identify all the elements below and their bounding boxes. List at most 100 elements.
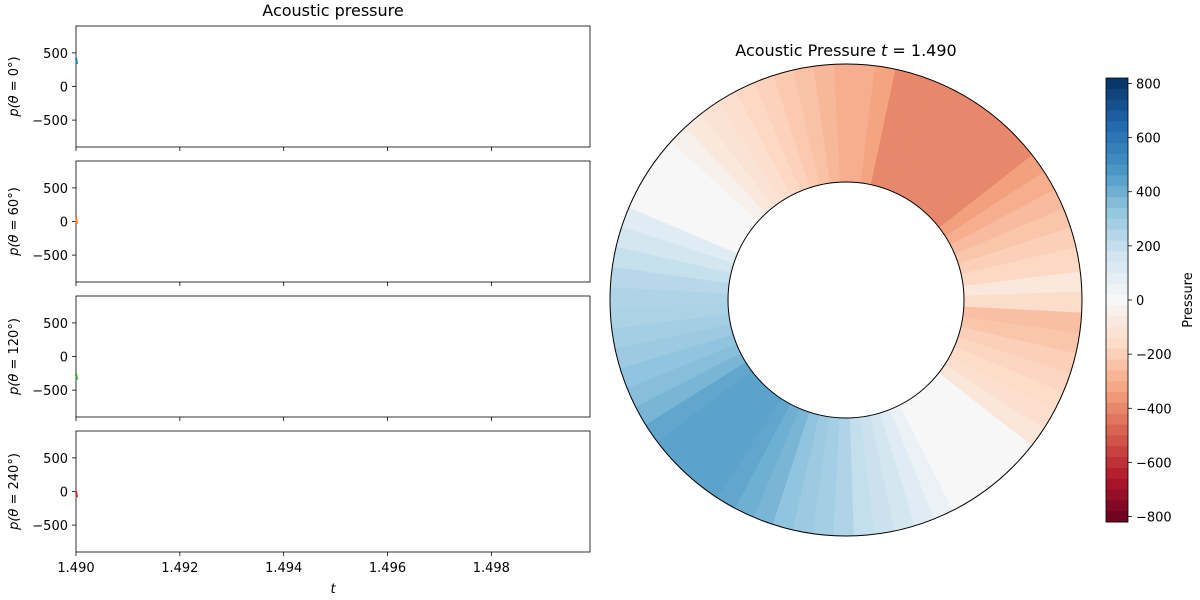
colorbar-level [1106,283,1128,296]
y-tick-label: 500 [43,452,68,467]
x-tick-label: 1.498 [473,561,510,576]
y-label-part: p(θ = [7,215,22,256]
colorbar-level [1106,110,1128,122]
colorbar-level [1106,142,1128,155]
colorbar-level [1106,186,1128,198]
colorbar-tick-label: −200 [1136,348,1172,363]
y-axis-label: p(θ = 120°) [7,318,22,396]
colorbar-level [1106,197,1128,209]
colorbar-tick-label: −600 [1136,456,1172,471]
colorbar-level [1106,229,1128,241]
colorbar-level [1106,413,1128,426]
colorbar-level [1106,457,1128,469]
colorbar-level [1106,478,1128,491]
colorbar-level [1106,153,1128,166]
colorbar-tick-label: 600 [1136,132,1161,147]
y-label-unit: °) [7,56,22,68]
colorbar-tick-label: −400 [1136,402,1172,417]
colorbar-level [1106,294,1128,306]
colorbar-tick-label: −800 [1136,511,1172,526]
colorbar-level [1106,207,1128,220]
colorbar-level [1106,337,1128,350]
title-variable: t [881,41,888,60]
colorbar-level [1106,359,1128,371]
series-point [75,217,78,224]
series-point [75,491,78,498]
y-axis-label: p(θ = 240°) [7,453,22,531]
panel-frame [75,295,591,418]
y-tick-label: −500 [32,384,68,399]
y-label-part: p(θ = [7,489,22,530]
colorbar-level [1106,511,1128,523]
colorbar-level [1106,446,1128,458]
y-tick-label: −500 [32,114,68,129]
x-tick-label: 1.496 [369,561,406,576]
colorbar-level [1106,272,1128,285]
panel-3: 500 0 −500 p(θ = 240°) [7,430,591,556]
colorbar-level [1106,348,1128,361]
colorbar-level [1106,262,1128,274]
y-tick-label: 0 [60,216,68,231]
colorbar-tick-label: 200 [1136,240,1161,255]
y-tick-label: 0 [60,81,68,96]
colorbar-tick-label: 800 [1136,77,1161,92]
colorbar-tick-label: 400 [1136,186,1161,201]
colorbar-level [1106,467,1128,480]
colorbar-level [1106,305,1128,317]
colorbar-level [1106,402,1128,415]
title-value: = 1.490 [887,41,956,60]
colorbar-level [1106,88,1128,101]
colorbar-level [1106,327,1128,339]
y-tick-label: −500 [32,519,68,534]
left-chart-title: Acoustic pressure [262,1,403,20]
colorbar-level [1106,435,1128,447]
colorbar-level [1106,316,1128,328]
y-label-part: p(θ = [7,354,22,395]
y-tick-label: 500 [43,47,68,62]
y-label-angle: 120 [7,330,22,355]
colorbar-level [1106,121,1128,133]
colorbar-level [1106,175,1128,187]
y-tick-label: 0 [60,351,68,366]
y-tick-label: 500 [43,317,68,332]
y-tick-label: 0 [60,486,68,501]
y-tick-label: 500 [43,182,68,197]
y-axis-label: p(θ = 60°) [7,187,22,257]
colorbar-level [1106,251,1128,263]
colorbar-level [1106,489,1128,501]
panel-2: 500 0 −500 p(θ = 120°) [7,295,591,421]
colorbar-level [1106,240,1128,252]
inner-boundary [727,181,965,419]
title-prefix: Acoustic Pressure [735,41,881,60]
y-label-angle: 60 [7,199,22,216]
colorbar-level [1106,424,1128,436]
panel-frame [75,25,591,148]
outer-boundary [609,63,1083,537]
polar-pressure-plot: Acoustic Pressure t = 1.490 800 600 400 200 0… [609,41,1196,537]
y-axis-label: p(θ = 0°) [7,56,22,117]
colorbar-level [1106,164,1128,176]
y-label-part: p(θ = [7,76,22,117]
colorbar-level [1106,381,1128,393]
series-point [75,373,78,380]
panel-frame [75,430,591,553]
x-tick-label: 1.492 [161,561,198,576]
polar-chart-title: Acoustic Pressure t = 1.490 [735,41,956,60]
colorbar-level [1106,392,1128,404]
y-label-unit: °) [7,318,22,330]
colorbar-level [1106,99,1128,111]
panel-frame [75,160,591,283]
colorbar-tick-label: 0 [1136,294,1144,309]
x-tick-label: 1.490 [57,561,94,576]
x-axis-label: t [330,582,336,597]
colorbar-level [1106,370,1128,382]
y-tick-label: −500 [32,249,68,264]
colorbar-level [1106,78,1128,90]
series-point [75,57,78,65]
y-label-angle: 0 [7,68,22,76]
colorbar-label: Pressure [1181,272,1196,328]
y-label-angle: 240 [7,465,22,490]
